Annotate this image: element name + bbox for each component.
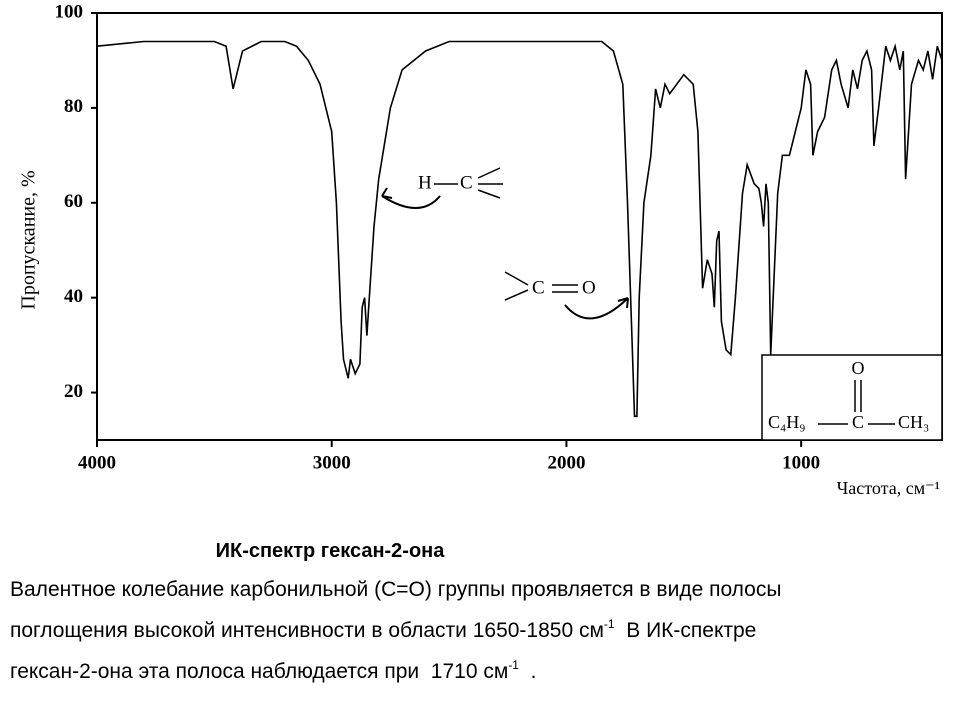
arrow: [564, 297, 629, 320]
arrow: [381, 187, 441, 209]
x-tick-label: 4000: [78, 452, 116, 473]
y-tick-label: 20: [64, 381, 83, 402]
atom: H: [418, 172, 432, 193]
structure: O C₄H₉ C CH₃: [761, 354, 943, 441]
text-run: гексан-2-она эта полоса наблюдается при …: [10, 660, 509, 683]
double-bond: [854, 380, 862, 412]
y-tick-label: 100: [55, 1, 84, 22]
x-tick-label: 3000: [313, 452, 351, 473]
y-tick-label: 80: [64, 96, 83, 117]
paragraph-line: Валентное колебание карбонильной (С=О) г…: [10, 573, 781, 607]
text-run: В ИК-спектре: [614, 619, 757, 642]
atom: C: [460, 172, 473, 193]
spectrum-line: [96, 40, 943, 418]
y-tick-label: 60: [64, 191, 83, 212]
atom: CH₃: [898, 412, 929, 432]
double-bond: [552, 284, 578, 293]
paragraph: Валентное колебание карбонильной (С=О) г…: [10, 573, 781, 689]
annotation-co: C O: [504, 271, 629, 320]
atom: C: [532, 277, 545, 298]
paragraph-line: гексан-2-она эта полоса наблюдается при …: [10, 648, 781, 689]
text-run: поглощения высокой интенсивности в облас…: [10, 619, 604, 642]
chart: Пропускание, % Частота, см⁻¹ H C C O 20 4…: [18, 1, 943, 498]
caption: ИК-спектр гексан-2-она: [215, 540, 445, 562]
atom: C₄H₉: [768, 412, 806, 432]
atom: C: [852, 412, 864, 432]
atom: O: [582, 277, 596, 298]
x-axis-title: Частота, см⁻¹: [837, 478, 940, 498]
paragraph-line: поглощения высокой интенсивности в облас…: [10, 607, 781, 648]
structure-box: [761, 354, 943, 441]
superscript: -1: [603, 617, 615, 631]
y-tick-label: 40: [64, 286, 83, 307]
bonds: [477, 167, 503, 199]
bonds: [504, 271, 529, 301]
x-tick-label: 2000: [547, 452, 585, 473]
atom: O: [852, 358, 865, 378]
x-tick-label: 1000: [782, 452, 820, 473]
text-run: .: [518, 660, 537, 683]
y-axis-title: Пропускание, %: [18, 170, 40, 309]
plot: [96, 40, 943, 418]
text-run: Валентное колебание карбонильной (С=О) г…: [10, 578, 782, 601]
superscript: -1: [508, 658, 519, 672]
annotation-ch: H C: [381, 167, 503, 209]
plot-frame: [96, 12, 943, 441]
